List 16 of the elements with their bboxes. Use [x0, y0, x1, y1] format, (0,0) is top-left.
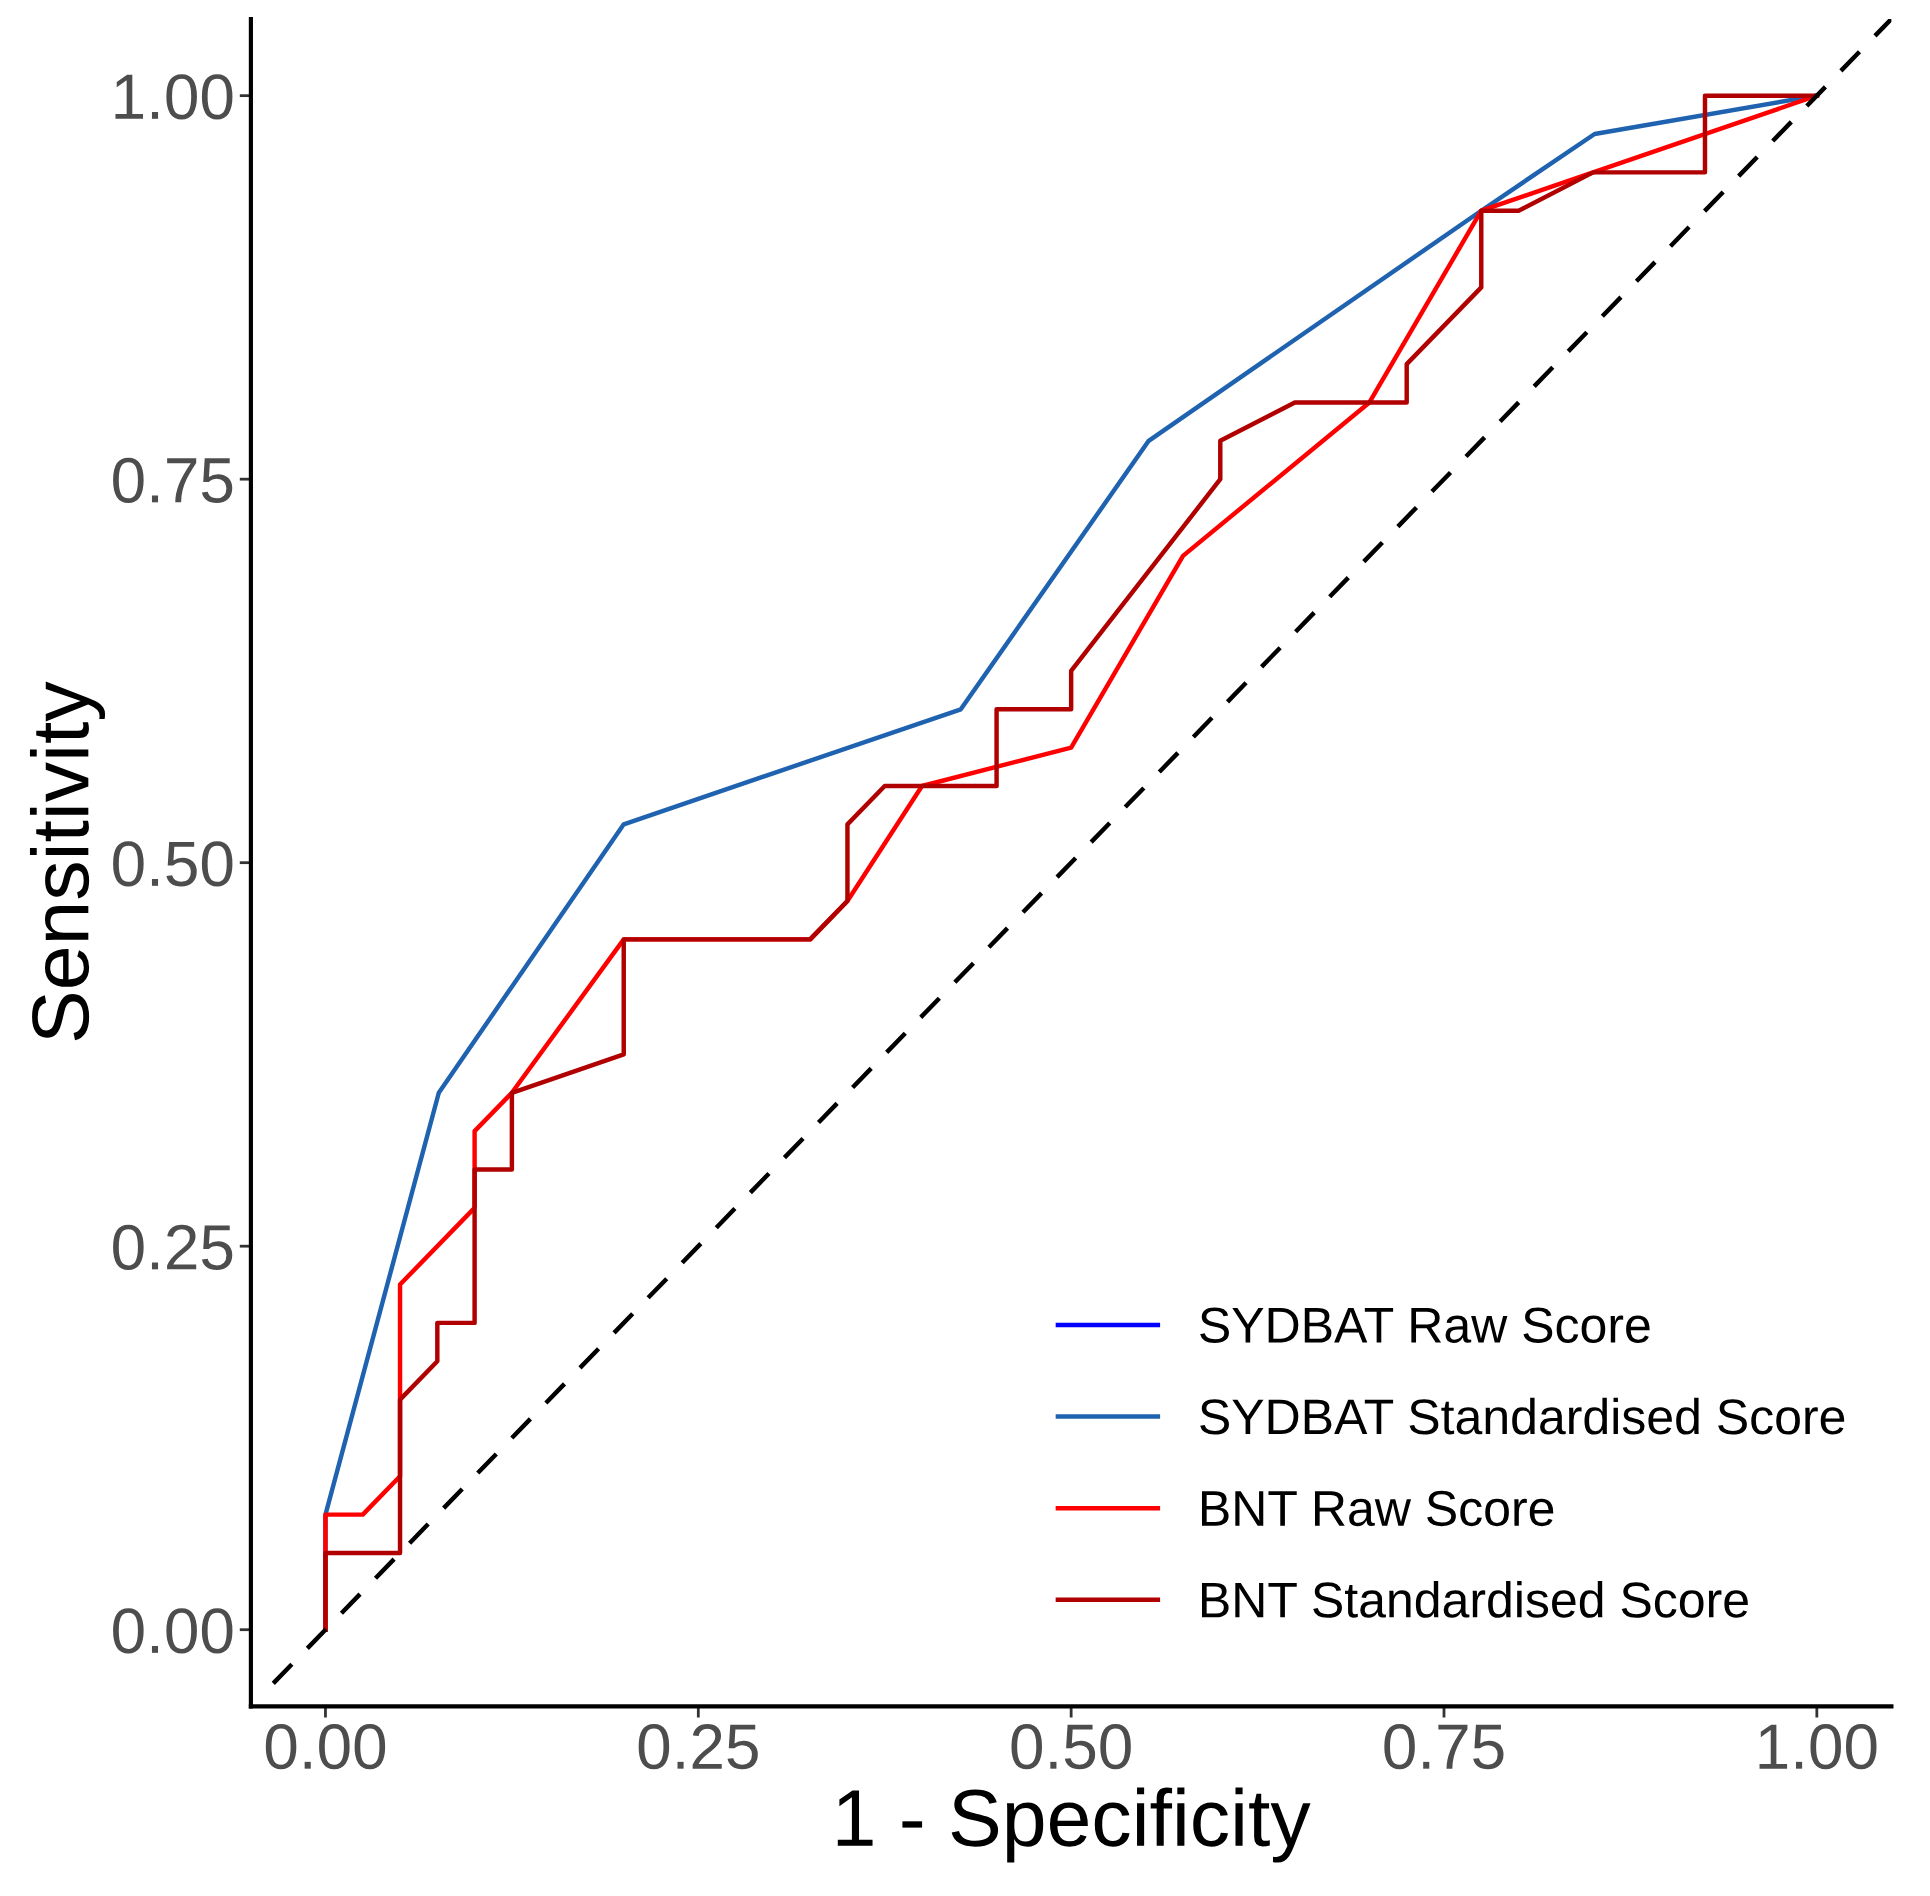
y-tick-label: 0.25	[113, 1224, 233, 1270]
legend-label: BNT Standardised Score	[1201, 1581, 1748, 1618]
y-axis-title: Sensitivity	[29, 681, 106, 1041]
y-tick-label: 0.50	[113, 841, 233, 887]
x-tick-label: 0.75	[1384, 1724, 1504, 1770]
legend-label: BNT Raw Score	[1201, 1490, 1554, 1527]
y-tick-label: 1.00	[115, 74, 233, 120]
x-tick-label: 0.00	[265, 1724, 386, 1770]
y-tick-label: 0.75	[113, 457, 233, 503]
x-tick-label: 1.00	[1759, 1724, 1877, 1770]
x-tick-label: 0.25	[638, 1724, 758, 1770]
y-tick-label: 0.00	[113, 1608, 233, 1654]
legend-label: SYDBAT Standardised Score	[1200, 1397, 1845, 1435]
legend-label: SYDBAT Raw Score	[1200, 1307, 1650, 1343]
x-tick-label: 0.50	[1011, 1724, 1131, 1770]
x-axis-title: 1 - Specificity	[837, 1787, 1311, 1863]
